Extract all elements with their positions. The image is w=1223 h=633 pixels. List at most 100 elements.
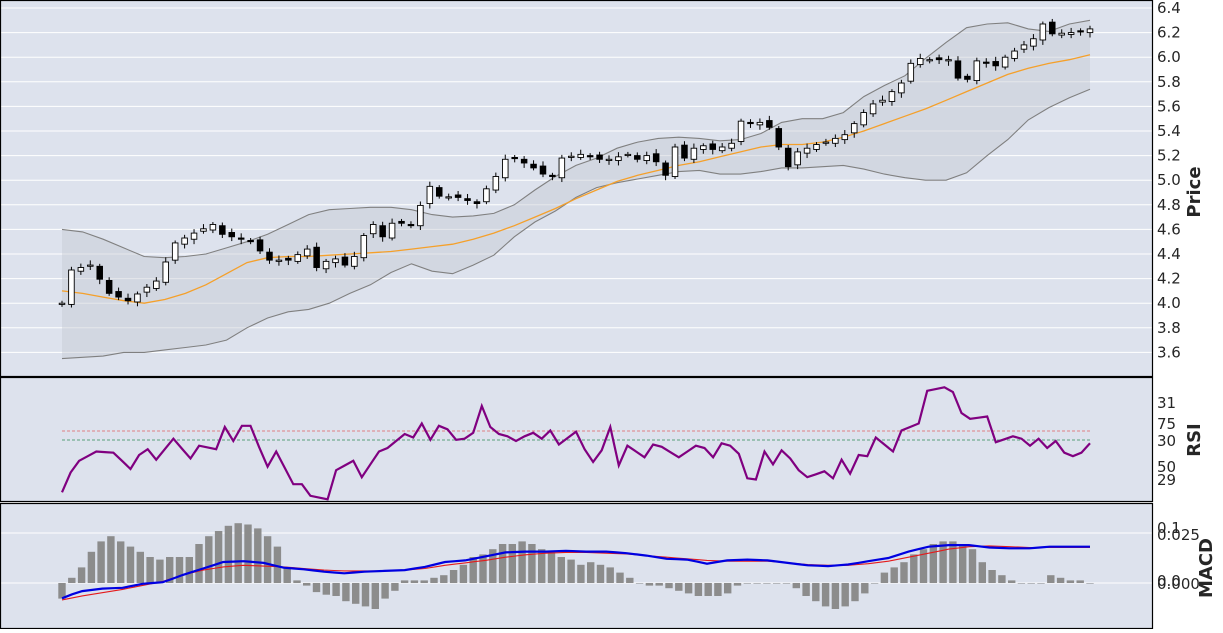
price-panel: 3.6 3.8 4.0 4.2 4.4 4.6 4.8 5.0 5.2 5.4 5.6 5.8 6.0 6… xyxy=(1,0,1205,376)
macd-histogram-bar xyxy=(1037,583,1045,584)
macd-histogram-bar xyxy=(1008,580,1016,583)
candle-body-up xyxy=(737,120,745,142)
candle-body-up xyxy=(813,144,820,150)
price-tick-label: 5.8 xyxy=(1157,73,1181,91)
candle-body-up xyxy=(77,267,85,272)
candlestick xyxy=(586,153,594,160)
candlestick xyxy=(964,73,971,83)
macd-histogram-bar xyxy=(587,562,595,583)
price-tick-label: 4.2 xyxy=(1157,270,1181,288)
candlestick xyxy=(747,119,754,128)
macd-histogram-bar xyxy=(939,541,947,583)
candlestick xyxy=(68,266,75,308)
candle-body-up xyxy=(502,158,509,179)
candlestick xyxy=(388,218,396,241)
macd-histogram-bar xyxy=(322,583,330,595)
bollinger-lower-line xyxy=(61,88,1091,360)
candle-body-down xyxy=(96,265,103,280)
macd-histogram-bar xyxy=(538,549,546,583)
candlestick xyxy=(850,121,858,138)
candle-body-down xyxy=(398,220,405,224)
candle-body-up xyxy=(850,123,858,134)
candle-body-down xyxy=(586,155,594,158)
macd-histogram-bar xyxy=(831,583,840,609)
candle-body-up xyxy=(615,156,622,161)
candle-body-down xyxy=(530,163,537,169)
candle-body-up xyxy=(492,176,500,191)
macd-histogram-bar xyxy=(655,583,663,586)
macd-histogram-bar xyxy=(518,541,526,583)
macd-histogram-bar xyxy=(1086,583,1094,584)
candlestick xyxy=(662,160,669,181)
macd-histogram-bar xyxy=(273,546,282,583)
candlestick xyxy=(275,255,283,266)
macd-histogram-bar xyxy=(332,583,340,596)
macd-histogram-bar xyxy=(812,583,820,602)
price-tick-label: 4.8 xyxy=(1157,196,1181,214)
candlestick xyxy=(341,253,349,268)
macd-histogram-bar xyxy=(205,536,213,583)
candlestick xyxy=(87,260,94,270)
candlestick xyxy=(294,251,302,264)
candle-body-down xyxy=(681,144,688,159)
candlestick xyxy=(813,142,820,152)
price-tick-label: 6.0 xyxy=(1157,48,1181,66)
macd-histogram-bar xyxy=(77,567,86,583)
candlestick xyxy=(219,222,226,239)
candle-body-up xyxy=(1011,50,1018,59)
candle-body-down xyxy=(992,61,999,67)
candlestick xyxy=(1039,21,1047,45)
candle-body-up xyxy=(369,224,377,235)
candlestick xyxy=(577,149,584,160)
candle-body-up xyxy=(869,103,877,115)
candle-body-up xyxy=(1086,28,1094,34)
macd-histogram-bar xyxy=(988,570,996,583)
macd-histogram xyxy=(58,523,1094,609)
macd-histogram-bar xyxy=(861,583,869,594)
candlestick xyxy=(492,172,500,194)
candlestick xyxy=(794,147,801,170)
macd-histogram-bar xyxy=(352,583,360,604)
candlestick xyxy=(379,221,386,242)
macd-histogram-bar xyxy=(469,557,477,583)
candle-body-up xyxy=(841,134,849,141)
candle-body-down xyxy=(596,154,603,160)
candlestick xyxy=(134,291,141,307)
candlestick xyxy=(1077,28,1084,36)
candle-body-down xyxy=(747,121,754,125)
candle-body-up xyxy=(832,137,839,144)
candle-body-up xyxy=(945,59,952,62)
macd-histogram-bar xyxy=(117,541,125,583)
candlestick xyxy=(417,201,424,231)
rsi-tick-label: 30 xyxy=(1157,432,1176,450)
price-tick-label: 6.2 xyxy=(1157,24,1181,42)
macd-histogram-bar xyxy=(733,583,742,586)
candlestick xyxy=(511,154,518,163)
macd-histogram-bar xyxy=(1047,575,1055,583)
candle-body-up xyxy=(888,91,896,102)
macd-histogram-bar xyxy=(136,551,144,583)
macd-histogram-bar xyxy=(596,564,605,583)
candle-body-up xyxy=(700,145,707,150)
candlestick xyxy=(954,56,962,81)
candlestick xyxy=(945,55,952,66)
macd-histogram-bar xyxy=(126,546,135,583)
rsi-tick-label: 50 xyxy=(1157,458,1176,476)
candle-body-up xyxy=(898,82,905,94)
candle-body-up xyxy=(87,264,94,267)
candle-body-down xyxy=(247,240,254,243)
macd-tick-label: 0.025 xyxy=(1157,526,1200,544)
candle-body-down xyxy=(256,239,264,252)
candle-body-up xyxy=(643,155,650,161)
macd-histogram-bar xyxy=(567,559,575,583)
candle-body-down xyxy=(954,60,962,79)
candlestick xyxy=(332,255,339,268)
macd-histogram-bar xyxy=(68,577,76,583)
price-axis-label: Price xyxy=(1184,166,1205,217)
candle-body-down xyxy=(124,297,132,302)
candlestick xyxy=(709,140,717,155)
macd-histogram-bar xyxy=(87,551,96,583)
price-tick-label: 3.8 xyxy=(1157,319,1181,337)
candle-body-down xyxy=(964,75,971,80)
